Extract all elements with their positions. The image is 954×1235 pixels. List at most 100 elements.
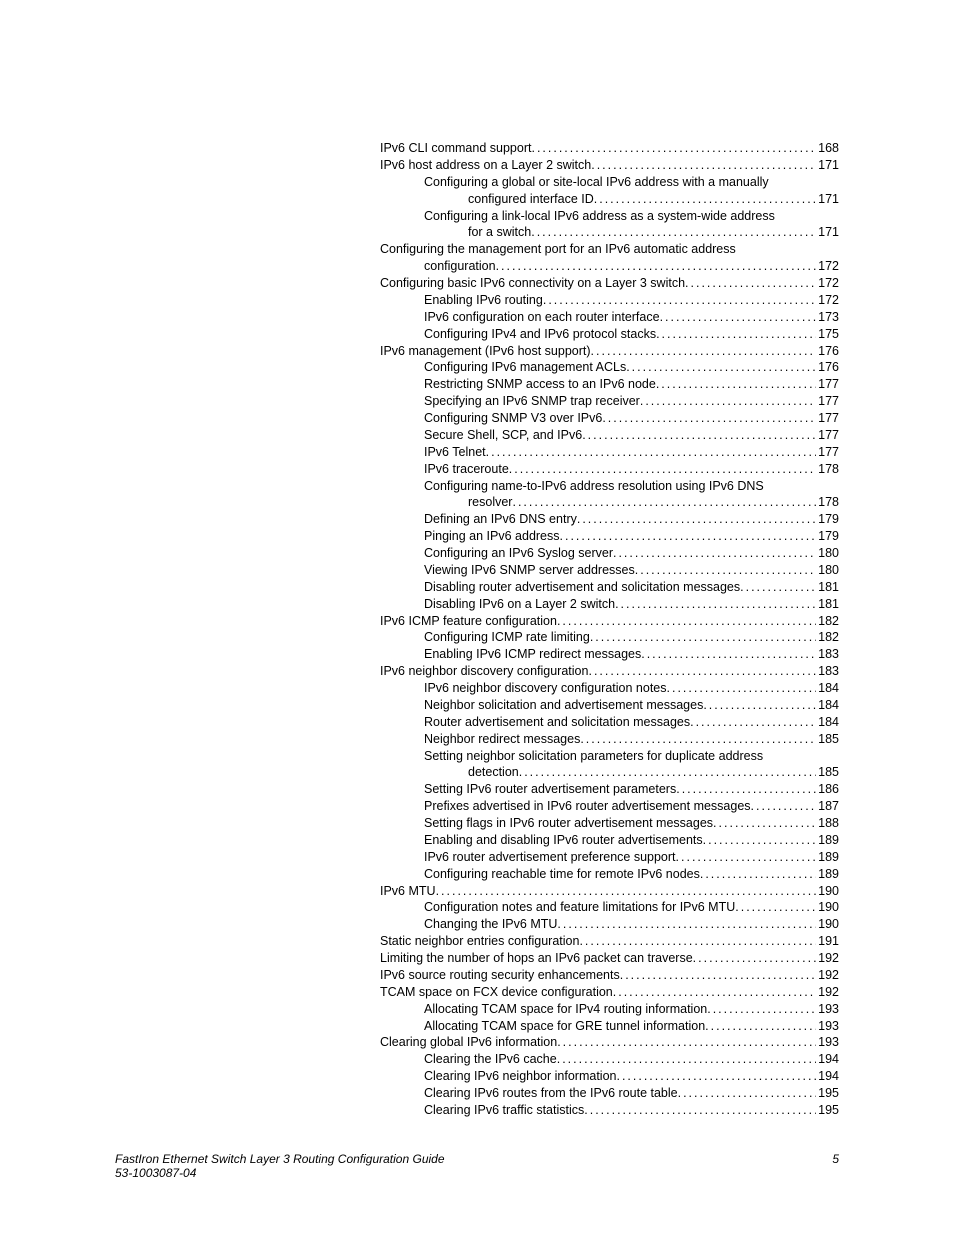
toc-entry-text[interactable]: Configuring a global or site-local IPv6 … <box>424 174 769 191</box>
toc-entry-page[interactable]: 184 <box>816 680 839 697</box>
toc-entry-text[interactable]: Configuring SNMP V3 over IPv6 <box>424 410 602 427</box>
toc-entry-text[interactable]: IPv6 management (IPv6 host support) <box>380 343 591 360</box>
toc-entry-text[interactable]: IPv6 neighbor discovery configuration <box>380 663 588 680</box>
toc-entry-page[interactable]: 178 <box>816 494 839 511</box>
toc-entry-text[interactable]: configuration <box>424 258 496 275</box>
toc-entry-page[interactable]: 191 <box>816 933 839 950</box>
toc-entry-text[interactable]: Configuring IPv6 management ACLs <box>424 359 626 376</box>
toc-entry-page[interactable]: 190 <box>816 916 839 933</box>
toc-entry-page[interactable]: 194 <box>816 1068 839 1085</box>
toc-entry-page[interactable]: 180 <box>816 562 839 579</box>
toc-entry-page[interactable]: 193 <box>816 1001 839 1018</box>
toc-entry-text[interactable]: IPv6 source routing security enhancement… <box>380 967 620 984</box>
toc-entry-text[interactable]: Static neighbor entries configuration <box>380 933 579 950</box>
toc-entry-text[interactable]: IPv6 MTU <box>380 883 436 900</box>
toc-entry-page[interactable]: 185 <box>816 764 839 781</box>
toc-entry-page[interactable]: 171 <box>816 224 839 241</box>
toc-entry-text[interactable]: Setting IPv6 router advertisement parame… <box>424 781 676 798</box>
toc-entry-text[interactable]: Neighbor solicitation and advertisement … <box>424 697 703 714</box>
toc-entry-text[interactable]: Configuring name-to-IPv6 address resolut… <box>424 478 764 495</box>
toc-entry-page[interactable]: 176 <box>816 359 839 376</box>
toc-entry-text[interactable]: IPv6 ICMP feature configuration <box>380 613 557 630</box>
toc-entry-page[interactable]: 179 <box>816 528 839 545</box>
toc-entry-page[interactable]: 189 <box>816 866 839 883</box>
toc-entry-text[interactable]: Configuration notes and feature limitati… <box>424 899 735 916</box>
toc-entry-page[interactable]: 172 <box>816 292 839 309</box>
toc-entry-text[interactable]: Allocating TCAM space for IPv4 routing i… <box>424 1001 707 1018</box>
toc-entry-page[interactable]: 171 <box>816 157 839 174</box>
toc-entry-text[interactable]: Disabling IPv6 on a Layer 2 switch <box>424 596 615 613</box>
toc-entry-text[interactable]: Enabling IPv6 ICMP redirect messages <box>424 646 641 663</box>
toc-entry-text[interactable]: Configuring the management port for an I… <box>380 241 736 258</box>
toc-entry-text[interactable]: resolver <box>468 494 512 511</box>
toc-entry-page[interactable]: 172 <box>816 275 839 292</box>
toc-entry-text[interactable]: Configuring IPv4 and IPv6 protocol stack… <box>424 326 656 343</box>
toc-entry-text[interactable]: Configuring a link-local IPv6 address as… <box>424 208 775 225</box>
toc-entry-text[interactable]: Disabling router advertisement and solic… <box>424 579 740 596</box>
toc-entry-page[interactable]: 177 <box>816 444 839 461</box>
toc-entry-text[interactable]: Router advertisement and solicitation me… <box>424 714 690 731</box>
toc-entry-text[interactable]: Configuring an IPv6 Syslog server <box>424 545 613 562</box>
toc-entry-text[interactable]: Clearing global IPv6 information <box>380 1034 557 1051</box>
toc-entry-text[interactable]: Clearing IPv6 neighbor information <box>424 1068 616 1085</box>
toc-entry-page[interactable]: 192 <box>816 950 839 967</box>
toc-entry-text[interactable]: Secure Shell, SCP, and IPv6 <box>424 427 582 444</box>
toc-entry-text[interactable]: Changing the IPv6 MTU <box>424 916 557 933</box>
toc-entry-text[interactable]: IPv6 configuration on each router interf… <box>424 309 660 326</box>
toc-entry-text[interactable]: Limiting the number of hops an IPv6 pack… <box>380 950 693 967</box>
toc-entry-page[interactable]: 192 <box>816 967 839 984</box>
toc-entry-page[interactable]: 177 <box>816 393 839 410</box>
toc-entry-text[interactable]: Enabling IPv6 routing <box>424 292 543 309</box>
toc-entry-text[interactable]: Defining an IPv6 DNS entry <box>424 511 577 528</box>
toc-entry-page[interactable]: 175 <box>816 326 839 343</box>
toc-entry-page[interactable]: 194 <box>816 1051 839 1068</box>
toc-entry-page[interactable]: 182 <box>816 629 839 646</box>
toc-entry-text[interactable]: Clearing the IPv6 cache <box>424 1051 557 1068</box>
toc-entry-page[interactable]: 177 <box>816 410 839 427</box>
toc-entry-page[interactable]: 186 <box>816 781 839 798</box>
toc-entry-page[interactable]: 171 <box>816 191 839 208</box>
toc-entry-text[interactable]: IPv6 router advertisement preference sup… <box>424 849 676 866</box>
toc-entry-page[interactable]: 172 <box>816 258 839 275</box>
toc-entry-page[interactable]: 182 <box>816 613 839 630</box>
toc-entry-text[interactable]: Setting neighbor solicitation parameters… <box>424 748 763 765</box>
toc-entry-page[interactable]: 184 <box>816 697 839 714</box>
toc-entry-text[interactable]: configured interface ID <box>468 191 594 208</box>
toc-entry-text[interactable]: IPv6 traceroute <box>424 461 509 478</box>
toc-entry-text[interactable]: for a switch <box>468 224 531 241</box>
toc-entry-page[interactable]: 195 <box>816 1102 839 1119</box>
toc-entry-page[interactable]: 179 <box>816 511 839 528</box>
toc-entry-page[interactable]: 178 <box>816 461 839 478</box>
toc-entry-text[interactable]: Clearing IPv6 traffic statistics <box>424 1102 584 1119</box>
toc-entry-page[interactable]: 193 <box>816 1018 839 1035</box>
toc-entry-text[interactable]: Specifying an IPv6 SNMP trap receiver <box>424 393 640 410</box>
toc-entry-page[interactable]: 180 <box>816 545 839 562</box>
toc-entry-page[interactable]: 183 <box>816 663 839 680</box>
toc-entry-page[interactable]: 184 <box>816 714 839 731</box>
toc-entry-text[interactable]: Restricting SNMP access to an IPv6 node <box>424 376 656 393</box>
toc-entry-text[interactable]: Setting flags in IPv6 router advertiseme… <box>424 815 713 832</box>
toc-entry-page[interactable]: 189 <box>816 832 839 849</box>
toc-entry-text[interactable]: Neighbor redirect messages <box>424 731 580 748</box>
toc-entry-page[interactable]: 192 <box>816 984 839 1001</box>
toc-entry-text[interactable]: IPv6 Telnet <box>424 444 486 461</box>
toc-entry-page[interactable]: 173 <box>816 309 839 326</box>
toc-entry-page[interactable]: 189 <box>816 849 839 866</box>
toc-entry-text[interactable]: Configuring reachable time for remote IP… <box>424 866 700 883</box>
toc-entry-text[interactable]: TCAM space on FCX device configuration <box>380 984 613 1001</box>
toc-entry-page[interactable]: 190 <box>816 883 839 900</box>
toc-entry-text[interactable]: Configuring basic IPv6 connectivity on a… <box>380 275 685 292</box>
toc-entry-text[interactable]: Enabling and disabling IPv6 router adver… <box>424 832 703 849</box>
toc-entry-page[interactable]: 188 <box>816 815 839 832</box>
toc-entry-page[interactable]: 176 <box>816 343 839 360</box>
toc-entry-page[interactable]: 190 <box>816 899 839 916</box>
toc-entry-page[interactable]: 177 <box>816 427 839 444</box>
toc-entry-text[interactable]: Prefixes advertised in IPv6 router adver… <box>424 798 751 815</box>
toc-entry-text[interactable]: Viewing IPv6 SNMP server addresses <box>424 562 635 579</box>
toc-entry-page[interactable]: 195 <box>816 1085 839 1102</box>
toc-entry-page[interactable]: 181 <box>816 596 839 613</box>
toc-entry-text[interactable]: Clearing IPv6 routes from the IPv6 route… <box>424 1085 678 1102</box>
toc-entry-page[interactable]: 168 <box>816 140 839 157</box>
toc-entry-page[interactable]: 193 <box>816 1034 839 1051</box>
toc-entry-text[interactable]: IPv6 host address on a Layer 2 switch <box>380 157 591 174</box>
